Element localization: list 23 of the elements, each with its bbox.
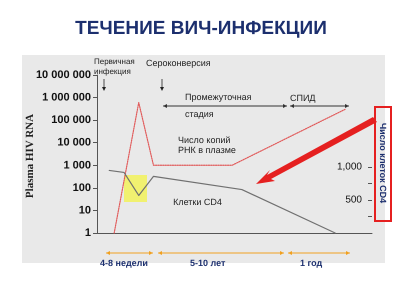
line-series — [108, 170, 336, 234]
y2-tick-label: 500 — [345, 194, 362, 206]
y-tick-label: 1 000 000 — [42, 92, 91, 104]
annotation: Промежуточная стадия — [185, 91, 253, 121]
chart-title: ТЕЧЕНИЕ ВИЧ-ИНФЕКЦИИ — [74, 18, 328, 40]
annotation: СПИД — [290, 93, 317, 103]
text: Сероконверсия — [146, 58, 212, 68]
y-tick-label: 10 000 000 — [36, 69, 91, 81]
text: 5-10 лет — [190, 258, 226, 268]
series-label: Число копий РНК в плазме — [178, 135, 237, 155]
y-tick-label: 1 000 — [63, 159, 91, 172]
text: 1 год — [300, 258, 324, 268]
y2-axis-title: Число клеток CD4 — [378, 122, 388, 206]
text: 4-8 недели — [100, 258, 149, 268]
y-tick-label: 100 000 — [51, 114, 91, 126]
y-tick-label: 10 000 — [57, 136, 91, 149]
y-axis-title: Plasma HIV RNA — [24, 112, 36, 200]
y-tick-label: 10 — [78, 204, 91, 216]
y2-tick-label: 1,000 — [336, 162, 362, 173]
annotation: Первичная инфекция — [94, 57, 135, 77]
y-tick-label: 100 — [72, 182, 91, 194]
series-label: Клетки CD4 — [173, 197, 223, 207]
y-tick-label: 1 — [84, 227, 91, 239]
